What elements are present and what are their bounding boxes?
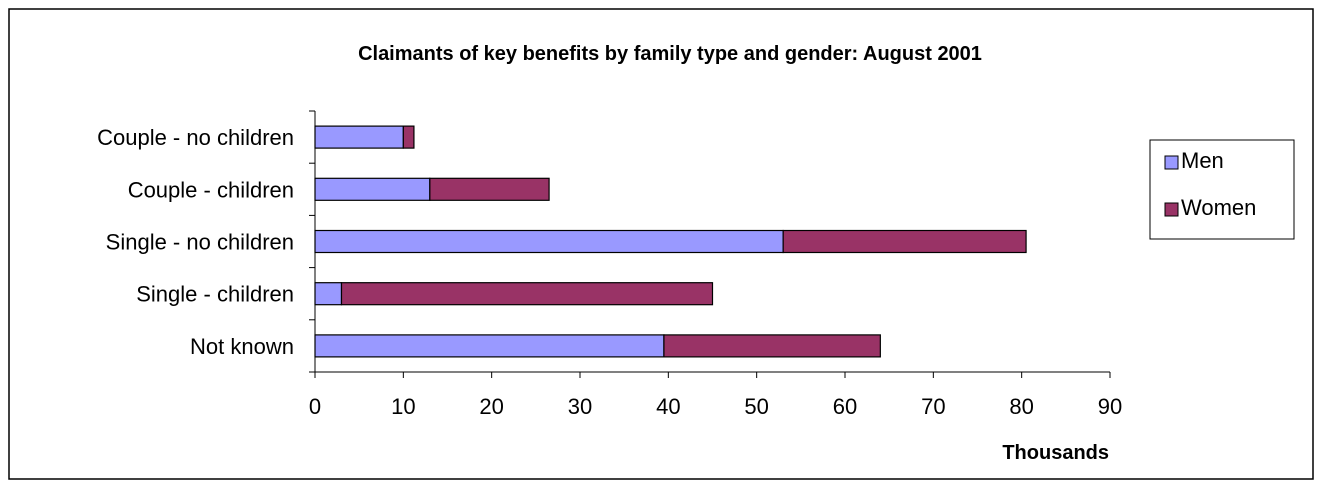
bar-men bbox=[314, 125, 404, 149]
bar-women bbox=[782, 229, 1027, 254]
bar-men bbox=[314, 334, 665, 358]
legend-label-women: Women bbox=[1181, 195, 1256, 220]
bar-women bbox=[429, 177, 550, 201]
legend-label-men: Men bbox=[1181, 148, 1224, 173]
x-tick-label: 30 bbox=[568, 394, 592, 419]
x-tick-label: 70 bbox=[921, 394, 945, 419]
legend-swatch-men bbox=[1164, 155, 1179, 170]
category-labels: Couple - no children Couple - children Sin… bbox=[97, 125, 294, 359]
x-tick-label: 40 bbox=[656, 394, 680, 419]
bar-men bbox=[314, 282, 343, 306]
x-tick-label: 0 bbox=[309, 394, 321, 419]
x-tick-label: 60 bbox=[833, 394, 857, 419]
bar-women bbox=[663, 334, 881, 358]
legend-swatch-women bbox=[1164, 202, 1179, 217]
bar-men bbox=[314, 177, 431, 201]
chart-title: Claimants of key benefits by family type… bbox=[358, 43, 982, 65]
category-label: Couple - no children bbox=[97, 125, 294, 150]
legend: Men Women bbox=[1149, 139, 1295, 240]
y-ticks-layer bbox=[309, 110, 315, 373]
legend-items: Men Women bbox=[1164, 148, 1256, 220]
x-tick-label: 10 bbox=[391, 394, 415, 419]
x-tick-label: 50 bbox=[744, 394, 768, 419]
bar-men bbox=[314, 229, 784, 254]
bar-women bbox=[340, 282, 714, 306]
bar-women bbox=[402, 125, 415, 149]
category-label: Not known bbox=[190, 334, 294, 359]
category-label: Single - children bbox=[136, 282, 294, 307]
category-label: Couple - children bbox=[128, 177, 294, 202]
x-tick-label: 80 bbox=[1009, 394, 1033, 419]
x-tick-label: 20 bbox=[479, 394, 503, 419]
x-ticks-layer: 0 10 20 30 40 50 60 70 80 90 bbox=[309, 372, 1122, 419]
x-axis-title: Thousands bbox=[1002, 442, 1109, 464]
x-tick-label: 90 bbox=[1098, 394, 1122, 419]
category-label: Single - no children bbox=[106, 230, 294, 255]
